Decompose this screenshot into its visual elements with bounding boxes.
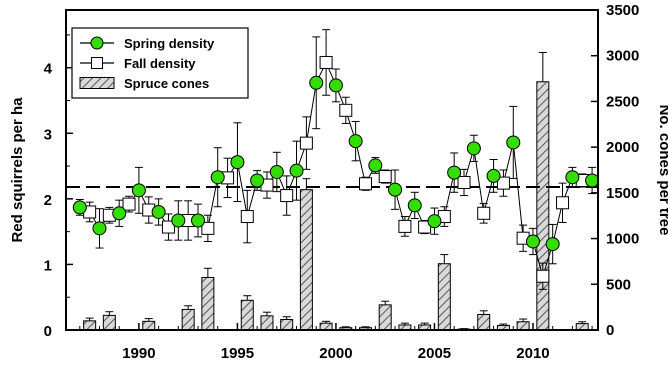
fall-density-point [457, 175, 471, 189]
fall-density-point [556, 196, 570, 210]
y-left-tick-label: 3 [44, 126, 52, 143]
fall-density-point [358, 177, 372, 191]
spring-density-point [348, 134, 363, 149]
left-axis-title: Red squirrels per ha [9, 97, 26, 243]
cone-bar [260, 315, 274, 331]
x-tick-label: 2000 [319, 345, 352, 362]
fall-density-point [201, 221, 215, 235]
y-right-tick-label: 1000 [606, 231, 639, 248]
x-tick-label: 2010 [516, 345, 549, 362]
fall-density-point [319, 55, 333, 69]
y-left-tick-label: 1 [44, 257, 52, 274]
y-right-tick-label: 3000 [606, 48, 639, 65]
fall-density-point [240, 210, 254, 224]
spring-density-point [309, 75, 324, 90]
markers-layer [72, 55, 600, 283]
cone-bar [280, 318, 294, 331]
cone-bar [201, 276, 215, 331]
legend-label-spring: Spring density [124, 36, 215, 51]
legend-label-cones: Spruce cones [124, 76, 209, 91]
fall-density-point [418, 220, 432, 234]
y-right-tick-label: 3500 [606, 2, 639, 19]
spring-density-point [131, 183, 146, 198]
plot-frame [65, 9, 599, 331]
x-tick-label: 2005 [418, 345, 451, 362]
spring-density-point [525, 234, 540, 249]
spring-density-point [585, 173, 600, 188]
fall-density-point [339, 103, 353, 117]
y-right-tick-label: 1500 [606, 185, 639, 202]
legend-circle-marker [90, 36, 104, 50]
fall-density-point [280, 189, 294, 203]
cone-bar [299, 189, 313, 331]
y-left-tick-label: 0 [44, 323, 52, 340]
spring-density-point [466, 141, 481, 156]
legend-label-fall: Fall density [124, 56, 196, 71]
legend-hatched-bar [79, 77, 115, 89]
cone-bar [516, 321, 530, 331]
spring-density-point [486, 168, 501, 183]
spring-density-point [72, 200, 87, 215]
spring-density-point [171, 213, 186, 228]
fall-density-point [299, 136, 313, 150]
spring-density-point [191, 213, 206, 228]
spring-density-point [545, 237, 560, 252]
spring-density-point [447, 165, 462, 180]
spring-density-point [328, 78, 343, 93]
cone-bar [142, 320, 156, 331]
legend-item-cones: Spruce cones [79, 76, 209, 91]
spring-density-point [151, 204, 166, 219]
y-right-tick-label: 0 [606, 322, 614, 339]
spring-density-point [230, 155, 245, 170]
y-left-tick-label: 4 [44, 61, 53, 78]
spring-density-point [210, 170, 225, 185]
cone-bar [437, 263, 451, 331]
cone-bar [181, 308, 195, 331]
fall-density-point [496, 176, 510, 190]
y-left-tick-label: 2 [44, 192, 52, 209]
cone-bar [536, 81, 550, 331]
spring-density-point [506, 135, 521, 150]
y-right-tick-label: 2500 [606, 93, 639, 110]
cone-bar [378, 304, 392, 331]
legend-square-marker [91, 57, 103, 69]
fall-density-point [122, 197, 136, 211]
axes-layer: 0 1 2 3 4 0 500 1000 1500 2000 2500 3000 3500 1990 199… [44, 2, 640, 362]
fall-density-point [161, 220, 175, 234]
legend-item-fall: Fall density [80, 56, 196, 71]
fall-density-point [398, 219, 412, 233]
x-tick-label: 1990 [122, 345, 155, 362]
spring-density-point [289, 163, 304, 178]
spring-density-point [368, 158, 383, 173]
y-right-tick-label: 2000 [606, 139, 639, 156]
right-axis-title: No. cones per tree [656, 105, 668, 236]
cone-bar [83, 320, 97, 331]
legend: Spring density Fall density Spruce cones [71, 27, 249, 99]
fall-density-point [477, 206, 491, 220]
spring-density-point [269, 164, 284, 179]
y-right-tick-label: 500 [606, 276, 631, 293]
spring-density-point [407, 198, 422, 213]
cone-bar [319, 322, 333, 331]
fall-density-point [378, 170, 392, 184]
spring-density-point [92, 221, 107, 236]
spring-density-point [250, 173, 265, 188]
spring-density-point [388, 182, 403, 197]
cone-bar [477, 313, 491, 331]
spring-density-point [112, 206, 127, 221]
spring-density-point [427, 214, 442, 229]
x-tick-label: 1995 [221, 345, 254, 362]
fall-density-point [536, 269, 550, 283]
legend-item-spring: Spring density [80, 36, 215, 51]
spring-density-point [565, 170, 580, 185]
cone-bar [240, 299, 254, 331]
cone-bar [102, 314, 116, 331]
